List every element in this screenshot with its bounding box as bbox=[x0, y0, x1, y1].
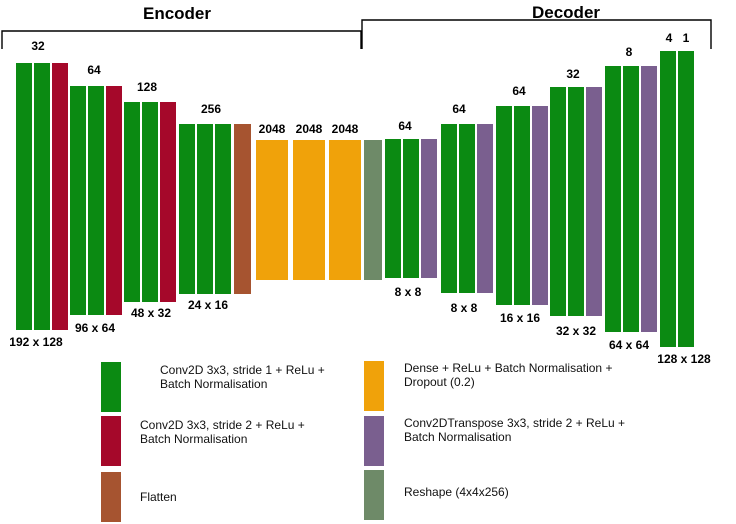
layer-block-conv-s2 bbox=[160, 102, 176, 302]
channel-label: 1 bbox=[682, 31, 690, 45]
size-label: 192 x 128 bbox=[9, 335, 63, 349]
legend-swatch-conv-stride2 bbox=[101, 416, 121, 466]
size-label: 48 x 32 bbox=[130, 306, 172, 320]
layer-block-convT bbox=[421, 139, 437, 278]
layer-block-conv-s1 bbox=[441, 124, 457, 293]
layer-block-dense bbox=[293, 140, 325, 280]
size-label: 32 x 32 bbox=[555, 324, 597, 338]
size-label: 16 x 16 bbox=[499, 311, 541, 325]
layer-block-conv-s1 bbox=[605, 66, 621, 332]
channel-label: 64 bbox=[512, 84, 526, 98]
layer-block-conv-s2 bbox=[106, 86, 122, 315]
layer-block-conv-s1 bbox=[70, 86, 86, 315]
layer-block-conv-s1 bbox=[16, 63, 32, 330]
layer-block-conv-s1 bbox=[623, 66, 639, 332]
legend-swatch-conv-transpose bbox=[364, 416, 384, 466]
layer-block-conv-s1 bbox=[514, 106, 530, 305]
legend-swatch-reshape bbox=[364, 470, 384, 520]
size-label: 8 x 8 bbox=[394, 285, 422, 299]
layer-block-convT bbox=[532, 106, 548, 305]
legend-text-conv-transpose: Conv2DTranspose 3x3, stride 2 + ReLu + B… bbox=[404, 416, 626, 444]
layer-block-conv-s1 bbox=[385, 139, 401, 278]
layer-block-dense bbox=[329, 140, 361, 280]
layer-block-convT bbox=[477, 124, 493, 293]
size-label: 96 x 64 bbox=[74, 321, 116, 335]
layer-block-conv-s1 bbox=[660, 51, 676, 347]
channel-label: 128 bbox=[136, 80, 158, 94]
layer-block-dense bbox=[256, 140, 288, 280]
size-label: 24 x 16 bbox=[187, 298, 229, 312]
size-label: 128 x 128 bbox=[657, 352, 711, 366]
channel-label: 32 bbox=[566, 67, 580, 81]
channel-label: 8 bbox=[625, 45, 633, 59]
legend-text-flatten: Flatten bbox=[140, 490, 177, 504]
decoder-bracket bbox=[361, 19, 712, 49]
decoder-title: Decoder bbox=[531, 3, 601, 22]
layer-block-conv-s1 bbox=[568, 87, 584, 316]
channel-label: 32 bbox=[31, 39, 45, 53]
channel-label: 256 bbox=[200, 102, 222, 116]
channel-label: 2048 bbox=[258, 122, 286, 136]
layer-block-conv-s1 bbox=[459, 124, 475, 293]
legend-swatch-dense bbox=[364, 361, 384, 411]
channel-label: 64 bbox=[87, 63, 101, 77]
channel-label: 64 bbox=[452, 102, 466, 116]
channel-label: 4 bbox=[665, 31, 673, 45]
layer-block-conv-s1 bbox=[496, 106, 512, 305]
layer-block-reshape bbox=[364, 140, 382, 280]
layer-block-conv-s1 bbox=[215, 124, 231, 294]
channel-label: 2048 bbox=[295, 122, 323, 136]
layer-block-convT bbox=[641, 66, 657, 332]
layer-block-conv-s1 bbox=[179, 124, 195, 294]
legend-text-conv-stride1: Conv2D 3x3, stride 1 + ReLu + Batch Norm… bbox=[160, 363, 325, 391]
encoder-title: Encoder bbox=[142, 4, 212, 23]
layer-block-conv-s1 bbox=[124, 102, 140, 302]
layer-block-convT bbox=[586, 87, 602, 316]
channel-label: 64 bbox=[398, 119, 412, 133]
layer-block-flatten bbox=[234, 124, 251, 294]
legend-swatch-flatten bbox=[101, 472, 121, 522]
channel-label: 2048 bbox=[331, 122, 359, 136]
encoder-bracket bbox=[1, 30, 362, 49]
layer-block-conv-s2 bbox=[52, 63, 68, 330]
size-label: 64 x 64 bbox=[608, 338, 650, 352]
layer-block-conv-s1 bbox=[142, 102, 158, 302]
size-label: 8 x 8 bbox=[450, 301, 478, 315]
layer-blocks bbox=[16, 51, 694, 347]
layer-block-conv-s1 bbox=[550, 87, 566, 316]
legend-swatch-conv-stride1 bbox=[101, 362, 121, 412]
layer-block-conv-s1 bbox=[403, 139, 419, 278]
legend-text-dense: Dense + ReLu + Batch Normalisation + Dro… bbox=[404, 361, 613, 389]
legend-text-reshape: Reshape (4x4x256) bbox=[404, 485, 509, 499]
legend-text-conv-stride2: Conv2D 3x3, stride 2 + ReLu + Batch Norm… bbox=[140, 418, 305, 446]
layer-block-conv-s1 bbox=[88, 86, 104, 315]
layer-block-conv-s1 bbox=[197, 124, 213, 294]
layer-block-conv-s1 bbox=[34, 63, 50, 330]
layer-block-conv-s1 bbox=[678, 51, 694, 347]
